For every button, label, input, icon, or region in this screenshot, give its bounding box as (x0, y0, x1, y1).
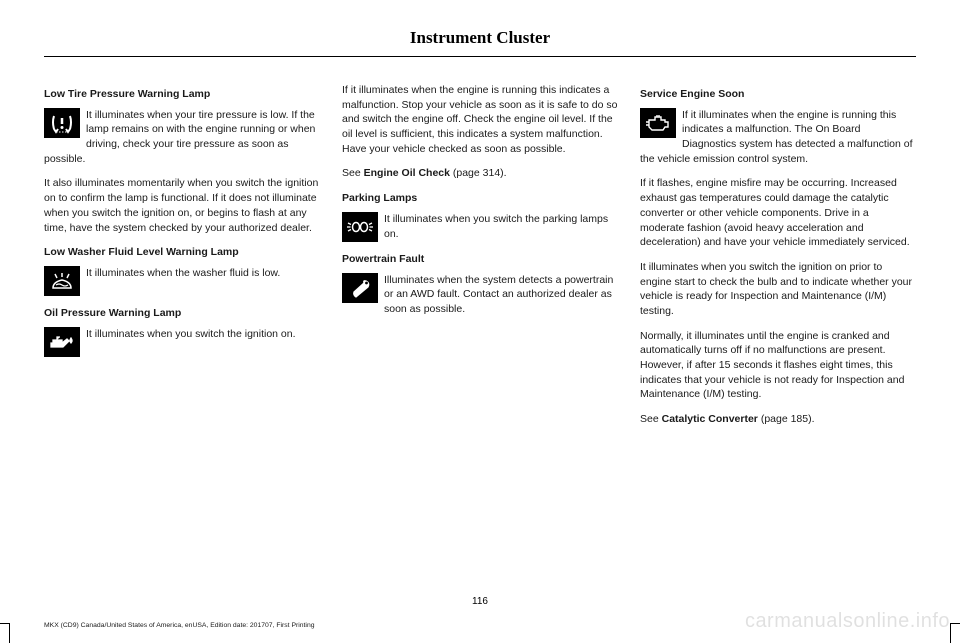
see-page-185: (page 185). (758, 413, 815, 425)
see-ref-catalytic: Catalytic Converter (662, 413, 758, 425)
text-service-engine-3: It illuminates when you switch the ignit… (640, 260, 916, 319)
section-low-washer: It illuminates when the washer fluid is … (44, 266, 320, 296)
see-engine-oil-check: See Engine Oil Check (page 314). (342, 166, 618, 181)
see-page-314: (page 314). (450, 167, 507, 179)
section-powertrain-fault: Illuminates when the system detects a po… (342, 273, 618, 317)
parking-lamps-icon (342, 212, 378, 242)
text-service-engine-2: If it flashes, engine misfire may be occ… (640, 176, 916, 249)
see-prefix: See (342, 167, 364, 179)
page-number: 116 (0, 596, 960, 607)
text-oil-pressure: It illuminates when you switch the ignit… (86, 328, 296, 340)
content-columns: Low Tire Pressure Warning Lamp It illumi… (44, 83, 916, 437)
section-oil-pressure: It illuminates when you switch the ignit… (44, 327, 320, 357)
see-catalytic-converter: See Catalytic Converter (page 185). (640, 412, 916, 427)
washer-fluid-icon (44, 266, 80, 296)
column-3: Service Engine Soon If it illuminates wh… (640, 83, 916, 437)
text-low-tire-pressure-1: It illuminates when your tire pressure i… (44, 109, 315, 165)
heading-oil-pressure: Oil Pressure Warning Lamp (44, 306, 320, 321)
page-title: Instrument Cluster (44, 28, 916, 56)
engine-icon (640, 108, 676, 138)
see-prefix-2: See (640, 413, 662, 425)
text-oil-malfunction: If it illuminates when the engine is run… (342, 83, 618, 156)
heading-service-engine: Service Engine Soon (640, 87, 916, 102)
crop-mark-left (0, 623, 10, 643)
section-service-engine: If it illuminates when the engine is run… (640, 108, 916, 167)
footer-text: MKX (CD9) Canada/United States of Americ… (44, 622, 315, 629)
heading-powertrain-fault: Powertrain Fault (342, 252, 618, 267)
text-low-tire-pressure-2: It also illuminates momentarily when you… (44, 176, 320, 235)
section-low-tire-pressure: It illuminates when your tire pressure i… (44, 108, 320, 167)
column-2: If it illuminates when the engine is run… (342, 83, 618, 437)
see-ref-engine-oil: Engine Oil Check (364, 167, 450, 179)
text-low-washer: It illuminates when the washer fluid is … (86, 267, 280, 279)
heading-low-tire-pressure: Low Tire Pressure Warning Lamp (44, 87, 320, 102)
watermark: carmanualsonline.info (745, 610, 950, 633)
text-parking-lamps: It illuminates when you switch the parki… (384, 213, 608, 240)
tire-pressure-icon (44, 108, 80, 138)
text-powertrain-fault: Illuminates when the system detects a po… (384, 274, 613, 315)
wrench-icon (342, 273, 378, 303)
text-service-engine-4: Normally, it illuminates until the engin… (640, 329, 916, 402)
divider (44, 56, 916, 57)
heading-low-washer: Low Washer Fluid Level Warning Lamp (44, 245, 320, 260)
crop-mark-right (950, 623, 960, 643)
column-1: Low Tire Pressure Warning Lamp It illumi… (44, 83, 320, 437)
heading-parking-lamps: Parking Lamps (342, 191, 618, 206)
oil-can-icon (44, 327, 80, 357)
text-service-engine-1: If it illuminates when the engine is run… (640, 109, 913, 165)
section-parking-lamps: It illuminates when you switch the parki… (342, 212, 618, 242)
